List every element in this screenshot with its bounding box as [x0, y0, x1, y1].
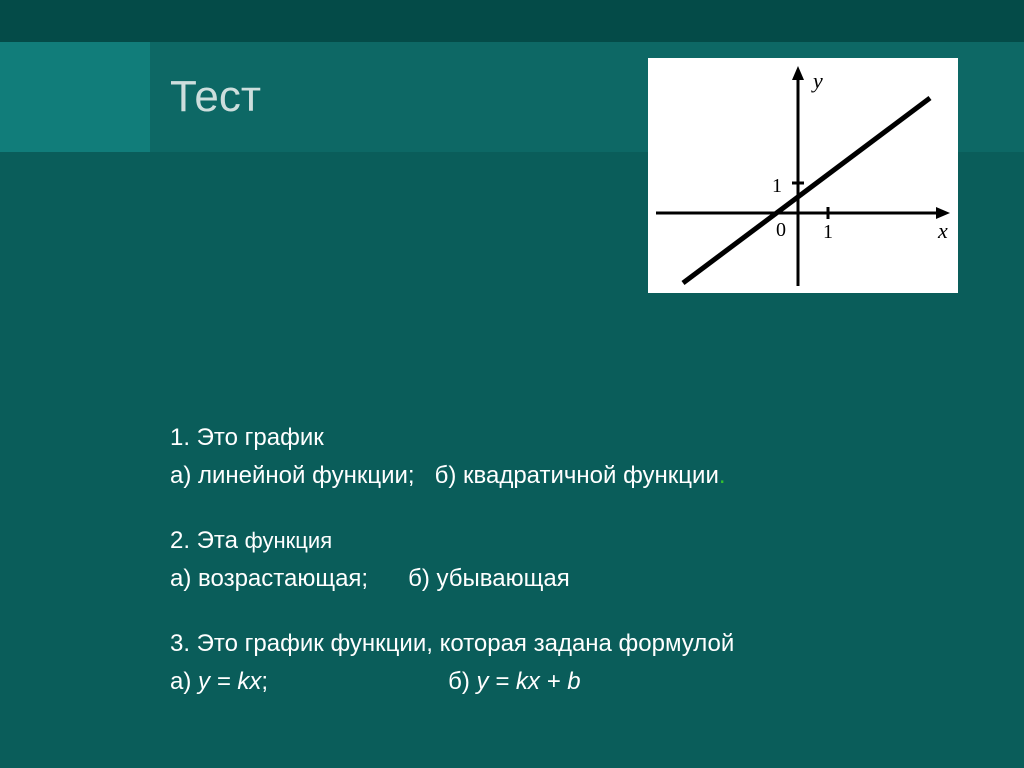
- slide-title: Тест: [170, 72, 261, 122]
- q2-prompt-a: 2. Эта: [170, 527, 245, 554]
- x-axis-label: x: [937, 218, 948, 243]
- q2-opt-b: б) убывающая: [408, 565, 570, 592]
- y-axis-label: y: [811, 68, 823, 93]
- q3-opt-a-formula: y = kx: [198, 668, 261, 695]
- q3-options: а) y = kx; б) y = kx + b: [170, 666, 984, 698]
- q3-opt-b-formula: y = kx + b: [477, 668, 581, 695]
- q2-options: а) возрастающая; б) убывающая: [170, 563, 984, 595]
- accent-block: [0, 42, 150, 152]
- origin-label: 0: [776, 219, 786, 241]
- x-tick-label: 1: [823, 221, 833, 243]
- q2-prompt: 2. Эта функция: [170, 525, 984, 557]
- q2-prompt-b: функция: [245, 528, 332, 553]
- y-tick-label: 1: [772, 175, 782, 197]
- q3-opt-a-pre: а): [170, 668, 198, 695]
- q3-prompt: 3. Это график функции, которая задана фо…: [170, 628, 984, 660]
- q2-opt-a: а) возрастающая;: [170, 565, 368, 592]
- q1-options: а) линейной функции; б) квадратичной фун…: [170, 460, 984, 492]
- q1-prompt: 1. Это график: [170, 422, 984, 454]
- q3-opt-b-pre: б): [448, 668, 476, 695]
- q1-opt-b: б) квадратичной функции: [435, 462, 719, 489]
- function-line: [683, 98, 930, 283]
- top-bar: [0, 0, 1024, 42]
- chart-svg: y x 0 1 1: [648, 58, 958, 293]
- q1-dot: .: [719, 462, 726, 489]
- q1-opt-a: а) линейной функции;: [170, 462, 415, 489]
- y-axis-arrow: [792, 66, 804, 80]
- linear-chart: y x 0 1 1: [648, 58, 958, 293]
- q3-opt-a-post: ;: [261, 668, 268, 695]
